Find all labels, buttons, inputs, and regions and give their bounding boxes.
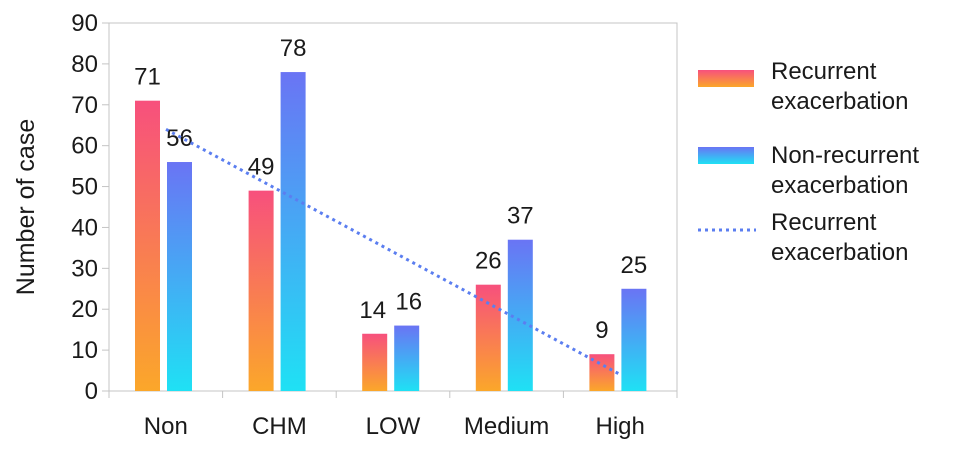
y-tick-label: 10 xyxy=(71,337,98,364)
x-tick-label: Medium xyxy=(464,413,549,440)
legend-label-non-recurrent-line1: Non-recurrent xyxy=(771,142,919,169)
data-label-non-recurrent: 25 xyxy=(621,252,648,279)
y-tick-label: 20 xyxy=(71,296,98,323)
data-labels: 71 49 14 26 9 56 78 16 37 25 xyxy=(134,35,647,344)
y-tick-label: 90 xyxy=(71,10,98,37)
bar-series xyxy=(135,72,647,392)
data-label-non-recurrent: 37 xyxy=(507,203,534,230)
y-tick-label: 50 xyxy=(71,174,98,201)
x-tick-label: Non xyxy=(144,413,188,440)
y-tick-label: 80 xyxy=(71,51,98,78)
legend-swatch-recurrent xyxy=(698,70,754,87)
plot-frame xyxy=(108,22,678,392)
trendline-recurrent xyxy=(165,127,622,376)
x-axis: Non CHM LOW Medium High xyxy=(108,391,678,440)
y-tick-label: 40 xyxy=(71,214,98,241)
legend-label-recurrent-line1: Recurrent xyxy=(771,58,877,85)
bar-recurrent xyxy=(248,190,274,391)
data-label-recurrent: 14 xyxy=(359,297,386,324)
x-tick-label: CHM xyxy=(252,413,307,440)
y-tick-label: 0 xyxy=(85,378,98,405)
bar-non-recurrent xyxy=(621,288,647,391)
data-label-non-recurrent: 56 xyxy=(166,125,193,152)
legend-swatch-non-recurrent xyxy=(698,147,754,164)
data-label-recurrent: 49 xyxy=(248,154,275,181)
bar-recurrent xyxy=(362,333,388,391)
data-label-recurrent: 26 xyxy=(475,248,502,275)
x-tick-label: LOW xyxy=(366,413,421,440)
bar-recurrent xyxy=(135,100,160,391)
legend-label-recurrent-line2: exacerbation xyxy=(771,88,908,115)
x-tick-label: High xyxy=(596,413,645,440)
data-label-recurrent: 9 xyxy=(595,317,608,344)
legend-label-trendline-line1: Recurrent xyxy=(771,209,877,236)
legend-label-trendline-line2: exacerbation xyxy=(771,239,908,266)
bar-non-recurrent xyxy=(280,72,306,392)
bar-recurrent xyxy=(475,284,501,391)
y-tick-label: 70 xyxy=(71,92,98,119)
data-label-non-recurrent: 78 xyxy=(280,35,307,62)
legend: Recurrent exacerbation Non-recurrent exa… xyxy=(698,58,919,266)
legend-label-non-recurrent-line2: exacerbation xyxy=(771,172,908,199)
bar-non-recurrent xyxy=(167,162,192,391)
y-tick-label: 30 xyxy=(71,255,98,282)
y-axis-title: Number of case xyxy=(12,119,40,295)
data-label-recurrent: 71 xyxy=(134,64,161,91)
bar-non-recurrent xyxy=(394,325,420,391)
trendline-layer xyxy=(165,127,622,376)
y-tick-label: 60 xyxy=(71,133,98,160)
y-axis: 0 10 20 30 40 50 60 70 80 90 xyxy=(71,10,109,405)
data-label-non-recurrent: 16 xyxy=(395,289,422,316)
